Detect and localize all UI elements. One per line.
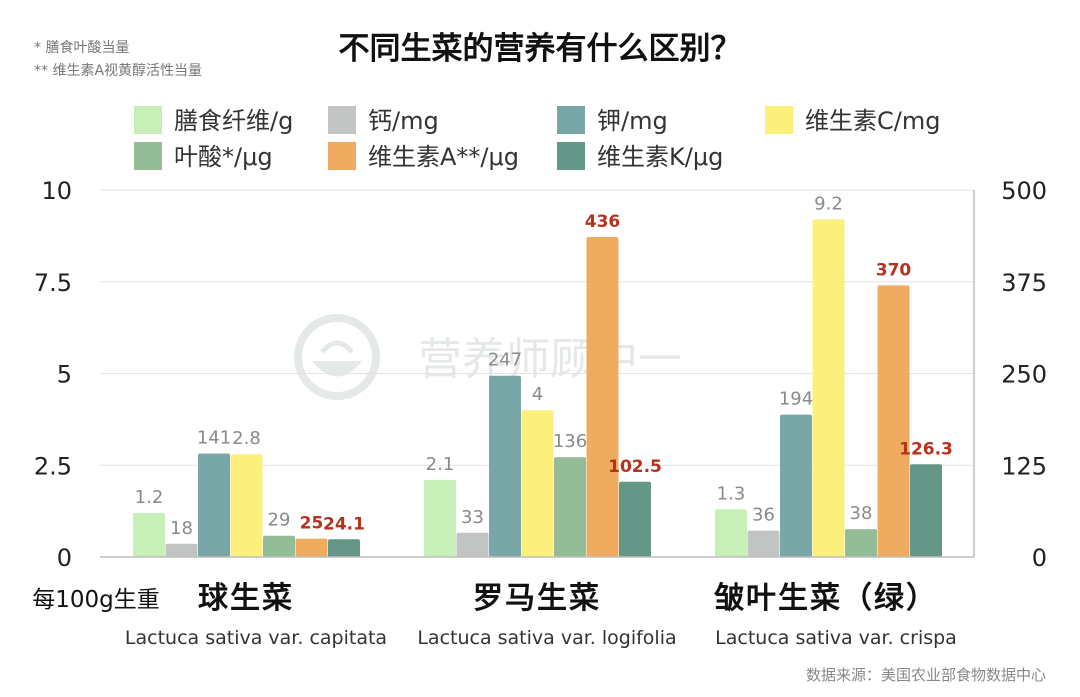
watermark-text: 营养师顾中一 xyxy=(418,334,682,385)
legend-swatch xyxy=(557,106,585,134)
category-label: 罗马生菜 xyxy=(473,581,601,616)
bar xyxy=(133,512,165,557)
y-right-tick: 375 xyxy=(1001,269,1047,297)
y-left-tick: 5 xyxy=(57,361,72,389)
legend-label: 维生素K/μg xyxy=(597,143,723,171)
legend-swatch xyxy=(765,106,793,134)
legend: 膳食纤维/g 钙/mg 钾/mg 维生素C/mg 叶酸*/μg 维生素A**/μg 维生素K… xyxy=(134,106,940,171)
category-label: 球生菜 xyxy=(198,581,294,616)
legend-swatch xyxy=(328,142,356,170)
data-label: 126.3 xyxy=(899,439,953,459)
legend-label: 叶酸*/μg xyxy=(174,143,273,171)
watermark: 营养师顾中一 xyxy=(294,314,682,400)
legend-item-1: 钙/mg xyxy=(328,106,439,135)
note-folate: * 膳食叶酸当量 xyxy=(34,39,129,56)
source-note: 数据来源：美国农业部食物数据中心 xyxy=(806,666,1046,684)
legend-item-4: 叶酸*/μg xyxy=(134,142,273,171)
legend-item-6: 维生素K/μg xyxy=(557,142,723,171)
bar xyxy=(812,219,845,558)
data-label: 194 xyxy=(779,389,813,410)
bar xyxy=(845,529,877,557)
bar xyxy=(780,414,812,557)
data-label: 2.8 xyxy=(232,428,261,449)
note-vitamin-a: ** 维生素A视黄醇活性当量 xyxy=(34,62,202,79)
data-label: 38 xyxy=(850,503,873,524)
bar xyxy=(489,375,521,557)
axes: 0 2.5 5 7.5 10 0 125 250 375 500 xyxy=(34,177,1047,572)
per-unit-label: 每100g生重 xyxy=(32,587,160,613)
legend-item-5: 维生素A**/μg xyxy=(328,142,519,171)
bar xyxy=(424,479,456,557)
bar xyxy=(328,539,360,557)
legend-item-2: 钾/mg xyxy=(557,106,668,135)
legend-label: 膳食纤维/g xyxy=(174,107,293,135)
data-label: 370 xyxy=(876,260,912,280)
legend-label: 钙/mg xyxy=(368,107,439,135)
legend-swatch xyxy=(134,106,162,134)
bar xyxy=(165,543,198,557)
data-label: 436 xyxy=(585,212,621,232)
bar xyxy=(586,236,619,557)
watermark-logo-icon xyxy=(294,314,380,400)
y-left-tick: 2.5 xyxy=(34,452,72,480)
data-label: 36 xyxy=(752,505,775,526)
data-label: 4 xyxy=(532,384,543,405)
data-label: 9.2 xyxy=(814,193,843,214)
bar xyxy=(230,454,263,557)
category-subtitle: Lactuca sativa var. crispa xyxy=(715,627,957,649)
bar xyxy=(554,457,586,557)
legend-label: 维生素C/mg xyxy=(805,107,940,135)
y-left-tick: 7.5 xyxy=(34,269,72,297)
legend-item-0: 膳食纤维/g xyxy=(134,106,293,135)
y-left-tick: 10 xyxy=(41,177,72,205)
bar xyxy=(910,464,942,557)
data-label: 24.1 xyxy=(323,514,365,534)
bar xyxy=(456,532,489,557)
y-right-tick: 500 xyxy=(1001,177,1047,205)
bar xyxy=(877,285,910,557)
data-label: 25 xyxy=(300,514,324,534)
y-left-tick: 0 xyxy=(57,544,72,572)
data-label: 247 xyxy=(488,350,522,371)
y-right-tick: 250 xyxy=(1001,361,1047,389)
data-label: 2.1 xyxy=(426,454,455,475)
category-subtitle: Lactuca sativa var. capitata xyxy=(125,627,387,649)
legend-label: 钾/mg xyxy=(597,107,668,135)
data-labels: 1.2 18 141 2.8 29 25 24.1 2.1 33 247 4 136 436 102.5 1… xyxy=(135,193,953,538)
bar xyxy=(747,530,780,557)
chart-title: 不同生菜的营养有什么区别？ xyxy=(339,31,742,67)
category-label: 皱叶生菜（绿） xyxy=(713,581,938,616)
bar xyxy=(619,481,651,557)
data-label: 33 xyxy=(461,507,484,528)
category-subtitle: Lactuca sativa var. logifolia xyxy=(417,627,676,649)
bar xyxy=(295,538,328,557)
category-labels: 球生菜 Lactuca sativa var. capitata 罗马生菜 Lactu… xyxy=(125,581,957,649)
data-label: 136 xyxy=(553,431,587,452)
bars xyxy=(133,219,942,558)
legend-swatch xyxy=(134,142,162,170)
legend-swatch xyxy=(557,142,585,170)
data-label: 141 xyxy=(197,428,231,449)
bar xyxy=(715,509,747,557)
data-label: 102.5 xyxy=(608,457,662,477)
data-label: 1.2 xyxy=(135,487,164,508)
bar xyxy=(263,535,295,557)
data-label: 29 xyxy=(268,510,291,531)
bar xyxy=(198,453,230,557)
y-right-tick: 0 xyxy=(1032,544,1047,572)
bar xyxy=(521,410,554,557)
legend-item-3: 维生素C/mg xyxy=(765,106,940,135)
y-right-tick: 125 xyxy=(1001,452,1047,480)
data-label: 18 xyxy=(170,518,193,539)
legend-label: 维生素A**/μg xyxy=(368,143,519,171)
data-label: 1.3 xyxy=(717,483,746,504)
legend-swatch xyxy=(328,106,356,134)
